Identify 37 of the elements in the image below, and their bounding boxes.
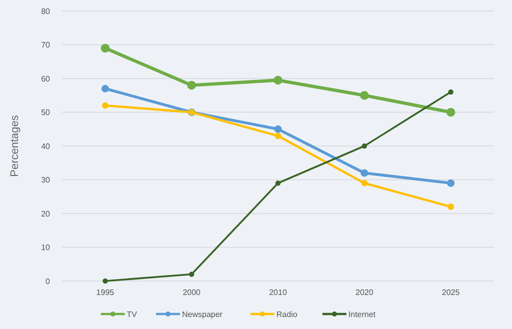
point bbox=[361, 180, 368, 186]
y-tick-label: 0 bbox=[46, 276, 51, 286]
x-tick-label: 1995 bbox=[96, 288, 115, 297]
y-tick-label: 80 bbox=[41, 6, 51, 16]
point bbox=[274, 125, 282, 133]
y-tick-label: 20 bbox=[41, 209, 51, 218]
point bbox=[187, 80, 196, 90]
point bbox=[446, 108, 456, 117]
point bbox=[275, 180, 281, 186]
point bbox=[274, 132, 282, 140]
x-tick-label: 2000 bbox=[182, 288, 202, 297]
y-tick-label: 70 bbox=[41, 40, 51, 50]
point bbox=[100, 44, 110, 53]
point bbox=[102, 102, 108, 109]
legend-label: Newspaper bbox=[182, 310, 223, 319]
point bbox=[360, 90, 369, 100]
x-tick-label: 2010 bbox=[269, 288, 288, 297]
point bbox=[448, 204, 454, 210]
y-tick-label: 40 bbox=[41, 142, 51, 151]
point bbox=[447, 179, 455, 187]
point bbox=[189, 272, 194, 277]
point bbox=[448, 89, 454, 95]
x-tick-label: 2025 bbox=[442, 288, 460, 297]
y-axis-title: Percentages bbox=[9, 114, 21, 177]
y-tick-label: 60 bbox=[41, 74, 51, 84]
legend-label: TV bbox=[126, 310, 138, 319]
point bbox=[360, 169, 368, 177]
point bbox=[101, 84, 109, 92]
y-tick-label: 50 bbox=[41, 108, 51, 118]
x-tick-label: 2020 bbox=[356, 288, 374, 297]
y-tick-label: 10 bbox=[41, 243, 51, 252]
y-tick-label: 30 bbox=[41, 176, 51, 185]
point bbox=[362, 143, 367, 149]
point bbox=[274, 76, 282, 85]
legend-label: Internet bbox=[348, 310, 376, 319]
legend-label: Radio bbox=[276, 310, 298, 319]
point bbox=[102, 278, 108, 284]
